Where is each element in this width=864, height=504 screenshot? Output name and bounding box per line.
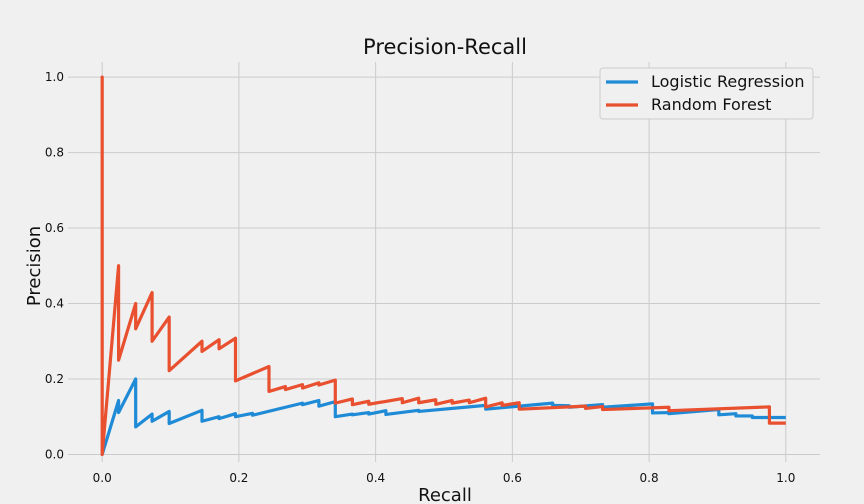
series-line-logistic-regression [100, 377, 786, 455]
y-tick-label: 0.6 [45, 221, 64, 235]
tick-labels: 0.0 0.2 0.4 0.6 0.8 1.0 0.0 0.2 0.4 0.6 0.8 1.0 [45, 70, 795, 485]
series-lines [100, 75, 786, 457]
x-tick-label: 0.4 [366, 471, 385, 485]
x-tick-label: 0.0 [93, 471, 112, 485]
chart-title: Precision-Recall [363, 35, 527, 59]
y-tick-label: 0.0 [45, 447, 64, 461]
y-axis-label: Precision [24, 226, 45, 306]
legend-label-logistic-regression: Logistic Regression [651, 72, 804, 91]
x-tick-label: 0.6 [503, 471, 522, 485]
legend: Logistic Regression Random Forest [599, 67, 814, 120]
y-tick-label: 0.8 [45, 146, 64, 160]
x-tick-label: 1.0 [776, 471, 795, 485]
x-tick-label: 0.8 [640, 471, 659, 485]
y-tick-label: 1.0 [45, 70, 64, 84]
series-line-random-forest [100, 75, 786, 457]
grid [68, 62, 820, 462]
y-tick-label: 0.4 [45, 297, 64, 311]
x-tick-label: 0.2 [229, 471, 248, 485]
legend-label-random-forest: Random Forest [651, 95, 771, 114]
y-tick-label: 0.2 [45, 372, 64, 386]
x-axis-label: Recall [418, 485, 472, 504]
legend-box [599, 67, 814, 120]
